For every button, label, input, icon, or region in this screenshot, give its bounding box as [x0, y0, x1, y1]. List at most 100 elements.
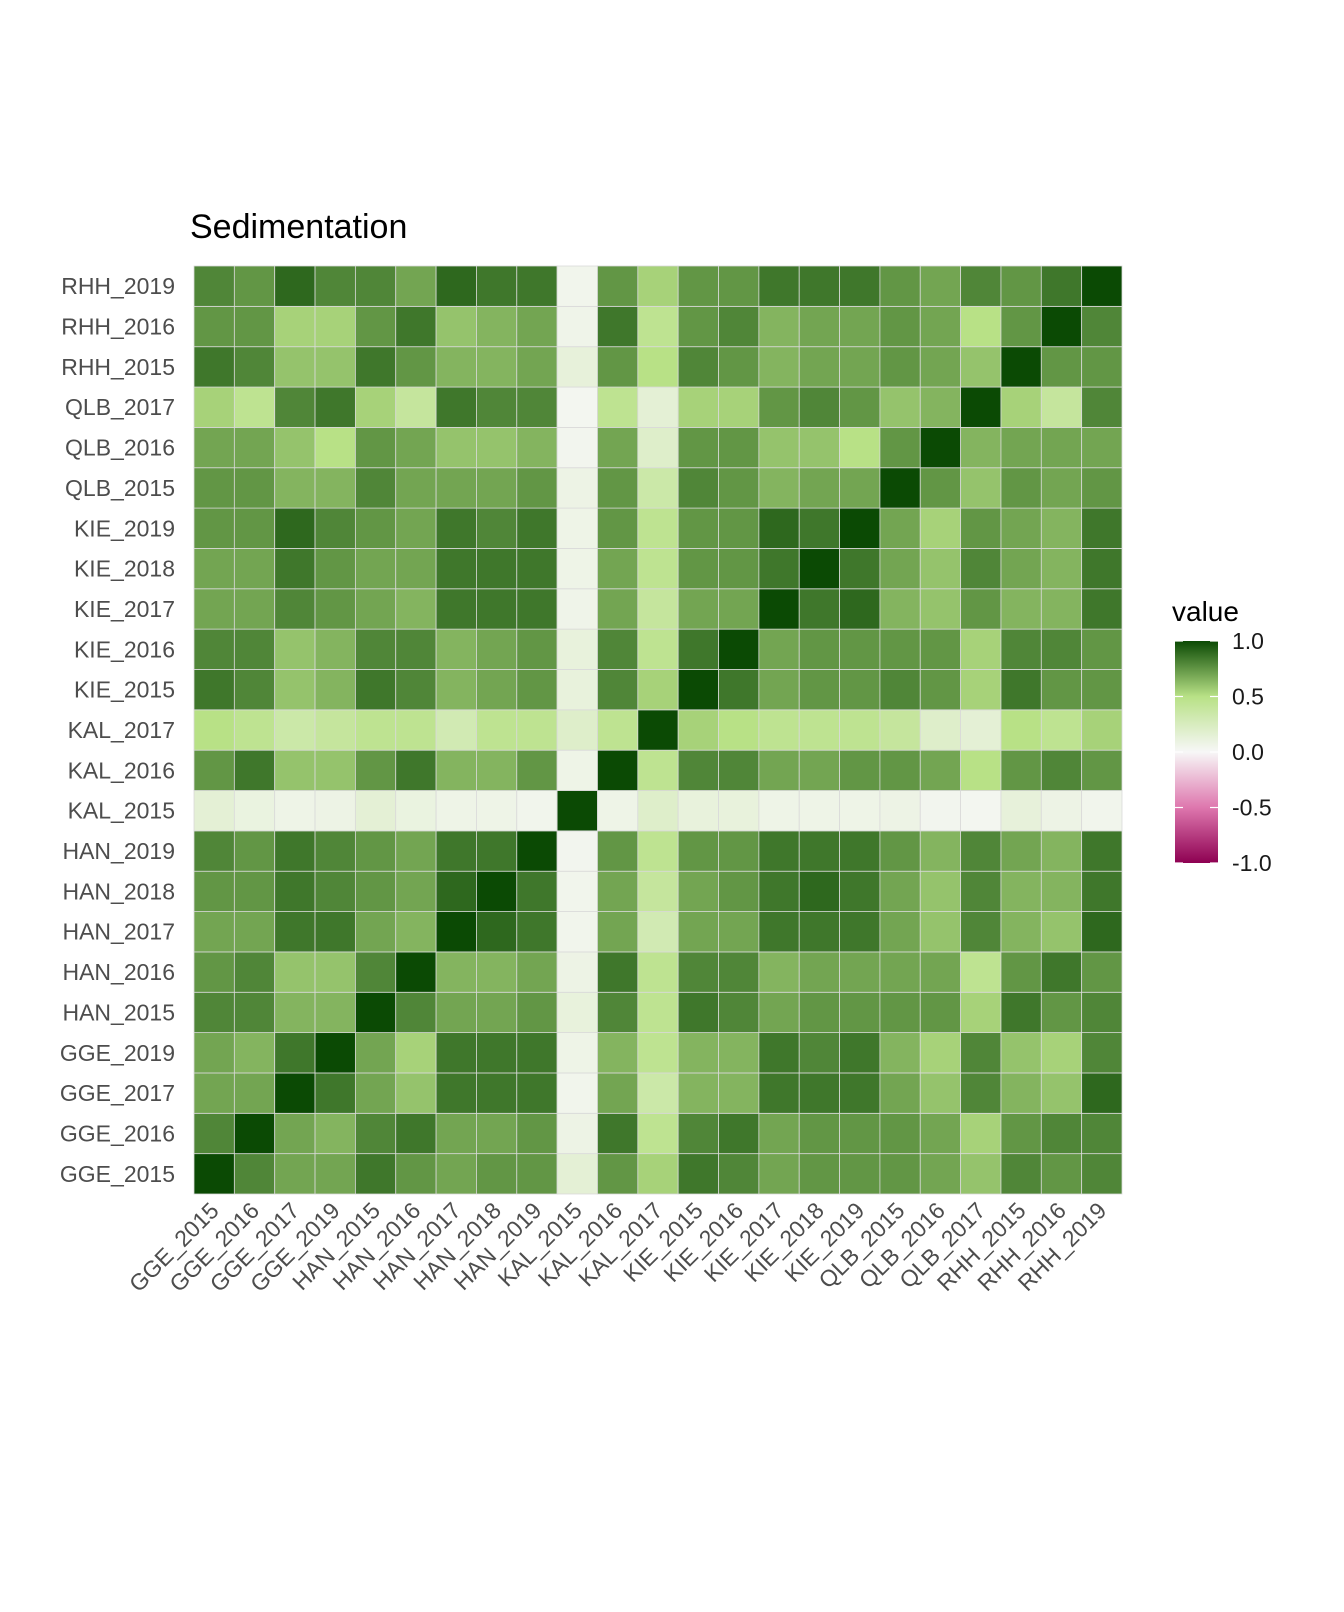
y-tick-label: RHH_2015 [61, 354, 175, 380]
heatmap-cell [960, 749, 1002, 791]
heatmap-cell [233, 588, 276, 630]
heatmap-cell [718, 790, 760, 832]
heatmap-cell [354, 870, 397, 912]
heatmap-cell [435, 749, 477, 791]
heatmap-cell [597, 426, 639, 469]
heatmap-cell [960, 911, 1002, 953]
heatmap-cell [879, 548, 921, 590]
heatmap-cell [193, 548, 235, 590]
heatmap-cell [597, 265, 639, 307]
heatmap-cell [193, 870, 235, 912]
legend-tick-label: -1.0 [1232, 850, 1272, 876]
heatmap-cell [476, 386, 518, 428]
heatmap-cell [233, 548, 276, 590]
legend-ticks: 1.0 0.5 0.0 -0.5 -1.0 [1175, 628, 1272, 876]
heatmap-cell [798, 346, 840, 388]
y-tick-label: HAN_2016 [62, 959, 175, 985]
heatmap-cell [1040, 628, 1083, 670]
heatmap-cell [718, 588, 760, 630]
heatmap-cell [395, 467, 437, 509]
heatmap-cell [758, 305, 800, 348]
heatmap-cell [798, 1032, 840, 1074]
heatmap-cell [354, 1032, 397, 1074]
heatmap-cell [879, 1153, 921, 1195]
heatmap-cell [1040, 305, 1083, 348]
y-tick-label: KIE_2019 [74, 515, 175, 541]
heatmap-cell [637, 669, 679, 711]
heatmap-cell [354, 911, 397, 953]
heatmap-cell [314, 911, 356, 953]
heatmap-cell [798, 426, 840, 469]
heatmap-cell [839, 1072, 881, 1114]
heatmap-cell [1040, 265, 1083, 307]
y-tick-label: RHH_2019 [61, 273, 175, 299]
heatmap-cell [314, 426, 356, 469]
heatmap-cell [597, 911, 639, 953]
heatmap-cell [1081, 870, 1123, 912]
heatmap-cell [516, 507, 558, 549]
heatmap-cell [1081, 830, 1123, 872]
heatmap-cell [233, 265, 276, 307]
heatmap-cell [879, 628, 921, 670]
heatmap-cell [919, 870, 962, 912]
heatmap-cell [839, 548, 881, 590]
heatmap-cell [354, 709, 397, 751]
y-tick-label: KAL_2017 [68, 717, 175, 743]
heatmap-cell [637, 265, 679, 307]
heatmap-cell [233, 305, 276, 348]
heatmap-cell [1081, 507, 1123, 549]
heatmap-cell [758, 951, 800, 993]
heatmap-cell [637, 426, 679, 469]
heatmap-cell [556, 709, 598, 751]
heatmap-cell [314, 669, 356, 711]
heatmap-cell [516, 426, 558, 469]
heatmap-cell [677, 588, 719, 630]
heatmap-cell [839, 1032, 881, 1074]
heatmap-cell [476, 669, 518, 711]
heatmap-cell [839, 588, 881, 630]
heatmap-cell [960, 1032, 1002, 1074]
heatmap-cell [677, 709, 719, 751]
heatmap-cell [718, 265, 760, 307]
heatmap-cell [1040, 709, 1083, 751]
heatmap-cell [798, 870, 840, 912]
heatmap-cell [1040, 588, 1083, 630]
heatmap-cell [354, 386, 397, 428]
heatmap-cell [879, 1032, 921, 1074]
heatmap-cell [1040, 386, 1083, 428]
heatmap-cell [1040, 1112, 1083, 1155]
heatmap-cell [879, 265, 921, 307]
heatmap-cell [1081, 628, 1123, 670]
heatmap-cell [919, 386, 962, 428]
heatmap-cell [919, 346, 962, 388]
heatmap-cell [556, 870, 598, 912]
heatmap-cell [516, 588, 558, 630]
heatmap-cell [1040, 951, 1083, 993]
heatmap-cell [919, 588, 962, 630]
heatmap-cell [677, 628, 719, 670]
heatmap-cell [516, 870, 558, 912]
heatmap-cell [556, 790, 598, 832]
heatmap-cell [879, 951, 921, 993]
heatmap-cell [718, 669, 760, 711]
heatmap-cell [193, 386, 235, 428]
heatmap-cell [516, 1153, 558, 1195]
heatmap-cell [516, 790, 558, 832]
heatmap-cell [1040, 346, 1083, 388]
heatmap-cell [597, 830, 639, 872]
heatmap-cell [637, 628, 679, 670]
heatmap-cell [637, 830, 679, 872]
heatmap-cell [193, 265, 235, 307]
heatmap-cell [395, 951, 437, 993]
heatmap-cell [1040, 830, 1083, 872]
heatmap-cell [1040, 911, 1083, 953]
heatmap-cell [597, 991, 639, 1034]
heatmap-cell [435, 1032, 477, 1074]
heatmap-cell [476, 911, 518, 953]
heatmap-cell [919, 507, 962, 549]
heatmap-cell [193, 305, 235, 348]
heatmap-cell [556, 628, 598, 670]
heatmap-cell [677, 911, 719, 953]
heatmap-cell [798, 911, 840, 953]
heatmap-cell [354, 830, 397, 872]
